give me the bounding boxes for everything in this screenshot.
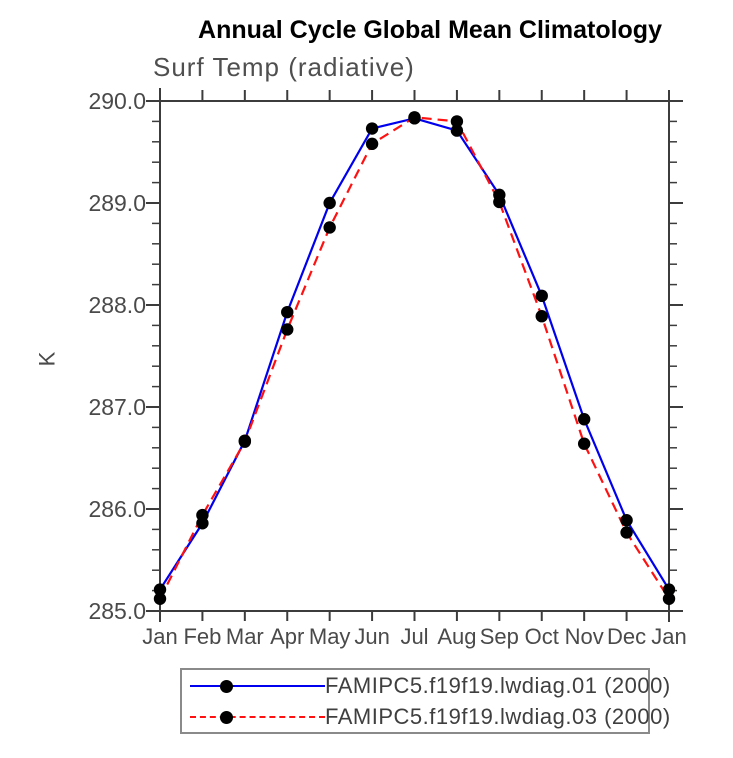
x-tick-label: May bbox=[309, 624, 351, 649]
data-point-s0-Nov bbox=[577, 413, 591, 426]
data-point-s1-Dec bbox=[620, 526, 633, 539]
data-point-s1-Mar bbox=[238, 435, 252, 448]
y-tick-label: 290.0 bbox=[88, 88, 146, 114]
legend-label: FAMIPC5.f19f19.lwdiag.03 (2000) bbox=[325, 703, 671, 729]
data-point-s0-Jan bbox=[153, 583, 167, 596]
y-tick-label: 287.0 bbox=[88, 394, 146, 420]
x-tick-label: Sep bbox=[480, 624, 519, 649]
data-point-s1-Nov bbox=[577, 437, 591, 450]
series-line-0 bbox=[159, 117, 670, 591]
x-tick-label: Jul bbox=[400, 624, 428, 649]
legend-item: FAMIPC5.f19f19.lwdiag.01 (2000) bbox=[182, 670, 670, 701]
data-point-s0-Apr bbox=[281, 305, 294, 319]
data-point-s0-May bbox=[323, 196, 336, 210]
legend-line-solid bbox=[190, 684, 325, 687]
data-point-s1-Jun bbox=[365, 137, 379, 151]
data-point-s1-Feb bbox=[196, 508, 209, 522]
x-tick-label: Jun bbox=[354, 624, 389, 649]
y-tick-label: 289.0 bbox=[88, 190, 146, 216]
chart-title: Annual Cycle Global Mean Climatology bbox=[198, 16, 662, 44]
x-tick-label: Jan bbox=[142, 624, 177, 649]
data-point-s1-Jan bbox=[153, 592, 167, 605]
data-point-s1-Apr bbox=[281, 323, 294, 336]
x-tick-label: Mar bbox=[226, 624, 264, 649]
x-tick-label: Jan bbox=[651, 624, 686, 649]
series-line-1 bbox=[159, 116, 670, 600]
data-point-s1-Aug bbox=[450, 115, 464, 128]
y-tick-label: 288.0 bbox=[88, 292, 146, 318]
data-point-s1-Jan bbox=[662, 592, 676, 605]
y-tick-label: 286.0 bbox=[88, 496, 146, 522]
chart-subtitle: Surf Temp (radiative) bbox=[153, 52, 415, 82]
legend: FAMIPC5.f19f19.lwdiag.01 (2000) FAMIPC5.… bbox=[180, 668, 670, 734]
data-point-s0-Jan bbox=[662, 583, 676, 596]
data-point-s1-Sep bbox=[493, 195, 506, 209]
data-point-s0-Aug bbox=[450, 124, 464, 137]
data-point-s0-Oct bbox=[535, 289, 548, 303]
data-point-s1-Jul bbox=[408, 111, 421, 124]
x-tick-label: Feb bbox=[183, 624, 221, 649]
x-tick-label: Aug bbox=[437, 624, 476, 649]
x-tick-label: Apr bbox=[270, 624, 304, 649]
legend-marker-dot bbox=[220, 679, 233, 693]
y-tick-label: 285.0 bbox=[88, 598, 146, 624]
data-point-s1-May bbox=[323, 221, 336, 234]
legend-sample bbox=[190, 679, 325, 693]
legend-label: FAMIPC5.f19f19.lwdiag.01 (2000) bbox=[325, 672, 671, 698]
x-tick-label: Nov bbox=[565, 624, 604, 649]
data-point-s0-Jun bbox=[365, 122, 379, 135]
legend-item: FAMIPC5.f19f19.lwdiag.03 (2000) bbox=[182, 701, 670, 732]
x-tick-label: Dec bbox=[607, 624, 646, 649]
data-point-s0-Dec bbox=[620, 514, 633, 527]
legend-line-dashed bbox=[190, 715, 325, 718]
x-tick-label: Oct bbox=[525, 624, 559, 649]
data-point-s1-Oct bbox=[535, 310, 548, 323]
legend-marker-dot bbox=[220, 710, 233, 724]
legend-sample bbox=[190, 710, 325, 724]
